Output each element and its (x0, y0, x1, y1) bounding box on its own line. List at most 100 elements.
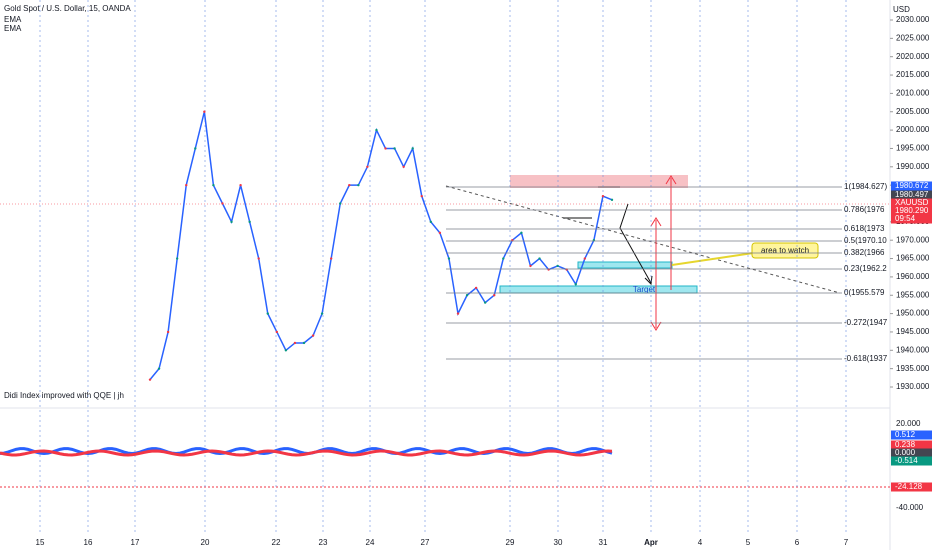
y-tick-label: 1930.000 (896, 382, 930, 391)
date-label: 20 (201, 538, 210, 547)
price-point (311, 334, 315, 337)
price-point (275, 330, 279, 334)
date-label: 29 (506, 538, 515, 547)
fib-label: -0.618(1937 (844, 354, 888, 363)
price-point (266, 312, 269, 315)
osc-tick: 20.000 (896, 419, 921, 428)
price-point (493, 294, 496, 297)
osc-title: Didi Index improved with QQE | jh (4, 391, 124, 400)
date-label: 22 (272, 538, 281, 547)
date-label: 7 (844, 538, 849, 547)
target-zone (499, 285, 698, 294)
price-point (293, 341, 297, 345)
fib-label: 1(1984.627) (844, 182, 887, 191)
resistance-zone (510, 175, 688, 188)
price-point (194, 147, 197, 150)
price-point (175, 257, 179, 260)
trend-line (445, 185, 841, 294)
osc-red (0, 449, 613, 457)
fib-label: -0.272(1947 (844, 318, 888, 327)
y-tick-label: 1935.000 (896, 364, 930, 373)
price-point (529, 264, 532, 268)
date-label: 31 (599, 538, 608, 547)
price-tag: 09:54 (895, 214, 916, 223)
price-point (230, 220, 233, 224)
osc-tag-bg (891, 456, 932, 466)
price-tag-bg (891, 206, 932, 216)
price-point (148, 378, 152, 381)
osc-tag-bg (891, 482, 932, 492)
price-point (320, 312, 324, 315)
date-label: 30 (554, 538, 563, 547)
indicator: EMA (4, 15, 22, 24)
currency: USD (893, 5, 910, 14)
price-point (438, 231, 442, 235)
price-point (502, 257, 505, 260)
date-label: 4 (698, 538, 703, 547)
target-label: Target (633, 285, 656, 294)
date-label: 15 (36, 538, 45, 547)
price-point (520, 231, 523, 235)
fib-label: 0.786(1976 (844, 205, 885, 214)
y-tick-label: 1955.000 (896, 290, 930, 299)
date-label: 17 (131, 538, 140, 547)
osc-tag: 0.000 (895, 448, 916, 457)
date-label: 5 (746, 538, 751, 547)
indicator: EMA (4, 24, 22, 33)
price-tag: 1980.497 (895, 190, 929, 199)
y-tick-label: 1995.000 (896, 144, 930, 153)
price-point (574, 283, 577, 286)
price-point (339, 202, 342, 205)
y-tick-label: 1940.000 (896, 345, 930, 354)
osc-tag-bg (891, 440, 932, 450)
fib-label: 0.382(1966 (844, 248, 885, 257)
price-point (601, 194, 605, 198)
price-line (149, 111, 613, 381)
price-point (157, 367, 161, 370)
price-point (357, 183, 360, 187)
y-tick-label: 1950.000 (896, 309, 930, 318)
y-tick-label: 2020.000 (896, 52, 930, 61)
osc-tag: -0.514 (895, 456, 918, 465)
osc-tag: 0.512 (895, 430, 916, 439)
y-tick-label: 2030.000 (896, 15, 930, 24)
date-label: 27 (421, 538, 430, 547)
price-point (447, 257, 451, 260)
price-point (212, 183, 215, 187)
price-point (483, 301, 487, 304)
y-tick-label: 2015.000 (896, 70, 930, 79)
date-label: Apr (644, 538, 658, 547)
osc-tag-bg (891, 448, 932, 458)
price-tag: XAUUSD (895, 198, 929, 207)
price-point (420, 194, 423, 198)
date-label: 24 (366, 538, 375, 547)
price-point (429, 220, 433, 224)
y-tick-label: 1945.000 (896, 327, 930, 336)
price-point (456, 312, 460, 315)
osc-tick: -40.000 (896, 503, 924, 512)
price-point (411, 147, 414, 150)
fib-label: 0.5(1970.10 (844, 236, 887, 245)
price-point (474, 286, 478, 290)
fib-label: 0.618(1973 (844, 224, 885, 233)
y-tick-label: 1965.000 (896, 254, 930, 263)
date-label: 23 (319, 538, 328, 547)
y-tick-label: 1970.000 (896, 235, 930, 244)
price-point (348, 183, 351, 187)
watch-zone (577, 261, 673, 269)
range-arrow (650, 217, 662, 331)
price-tag-bg (891, 198, 932, 208)
price-point (248, 220, 251, 224)
osc-tag-bg (891, 430, 932, 440)
price-point (384, 147, 387, 150)
price-point (538, 257, 541, 260)
symbol-title: Gold Spot / U.S. Dollar, 15, OANDA (4, 4, 131, 13)
price-tag: 1980.672 (895, 181, 929, 190)
price-tag: 1980.290 (895, 206, 929, 215)
price-point (284, 349, 288, 352)
y-tick-label: 2025.000 (896, 33, 930, 42)
callout-pointer (671, 251, 761, 266)
price-point (583, 257, 587, 260)
